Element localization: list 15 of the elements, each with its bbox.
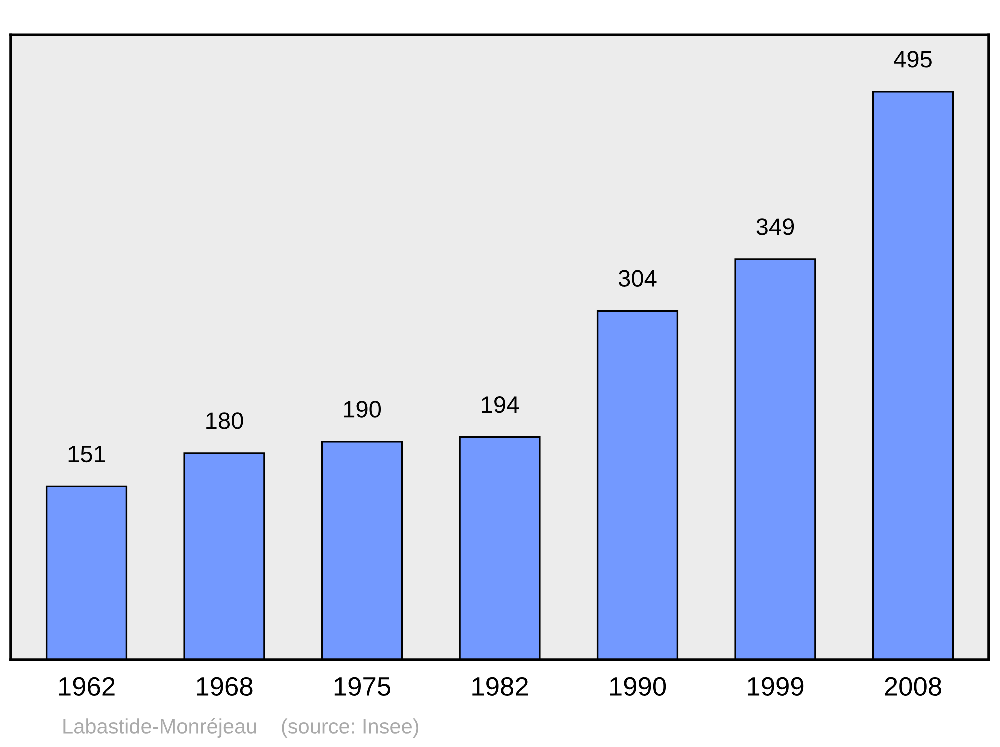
x-tick-label: 2008 [885, 677, 942, 696]
data-label: 190 [344, 401, 382, 418]
x-tick-label: 1975 [334, 677, 391, 696]
x-tick-label: 1999 [748, 677, 804, 696]
data-label: 495 [894, 51, 932, 68]
x-tick-label: 1962 [59, 677, 115, 696]
x-tick-label: 1968 [197, 677, 253, 696]
x-tick-label: 1990 [610, 677, 666, 696]
data-label: 194 [482, 396, 520, 414]
data-label: 304 [618, 270, 657, 287]
x-tick-label: 1982 [472, 677, 528, 696]
data-label: 180 [206, 412, 244, 430]
data-label: 151 [68, 446, 106, 463]
text: Labastide-Monréjeau (source: Insee) [64, 718, 419, 738]
data-label: 349 [756, 218, 794, 236]
